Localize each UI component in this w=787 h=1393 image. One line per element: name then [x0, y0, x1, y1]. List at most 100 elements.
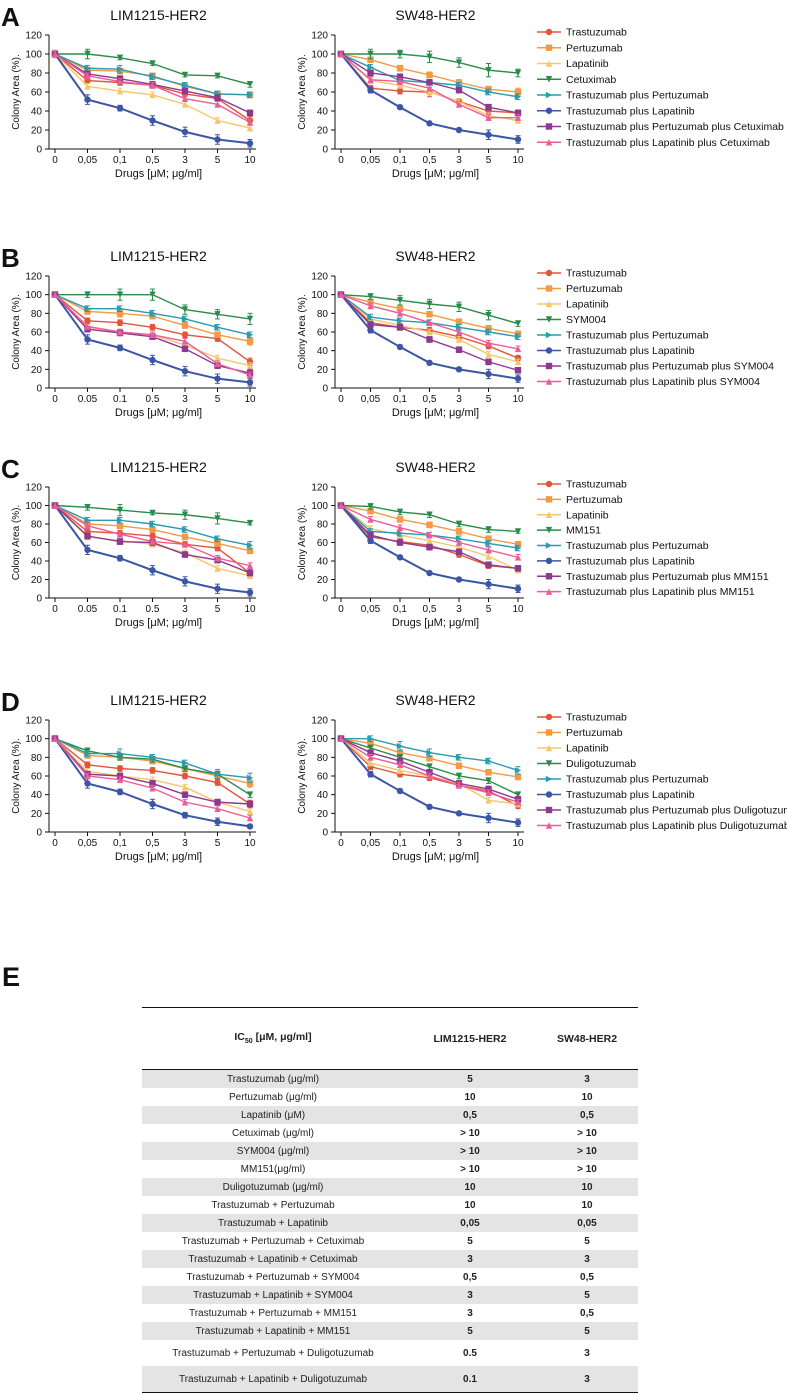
panel-a-lim1215-data-point: [84, 83, 91, 90]
table-cell-lim1215: 0,5: [463, 1271, 477, 1283]
panel-d-lim1215-data-point: [149, 784, 156, 792]
panel-d-sw48-data-point: [455, 772, 463, 780]
panel-a-lim1215-data-point: [116, 104, 124, 112]
panel-a-lim1215-data-point: [84, 96, 91, 103]
panel-c-sw48-data-point: [485, 553, 492, 560]
panel-d-lim1215-xtick-label: 0,05: [78, 838, 98, 849]
panel-a-sw48-data-point: [485, 66, 492, 74]
table-row: Trastuzumab + Lapatinib 0,05 0,05: [142, 1214, 638, 1232]
panel-b-lim1215-data-point: [214, 324, 221, 331]
panel-b-lim1215-data-point: [181, 338, 189, 345]
panel-c-lim1215-ytick-label: 0: [36, 594, 42, 605]
table-cell-sw48: 0,5: [580, 1109, 594, 1121]
panel-b-lim1215-data-point: [214, 375, 221, 382]
panel-a-lim1215-data-point: [116, 66, 124, 73]
panel-d-sw48-xtick-label: 0,5: [423, 838, 437, 849]
table-cell-lim1215: 3: [467, 1253, 473, 1265]
panel-a-sw48-data-point: [396, 78, 404, 85]
panel-c-sw48-data-point: [485, 561, 492, 568]
legend-c-marker: [545, 557, 553, 565]
legend-a-marker: [545, 123, 553, 130]
table-cell-treatment: Duligotuzumab (μg/ml): [222, 1181, 324, 1193]
panel-d-sw48-xlabel: Drugs [μM; μg/ml]: [392, 851, 479, 863]
panel-c-sw48-ylabel: Colony Area (%).: [297, 505, 308, 581]
panel-c-sw48-ytick-label: 120: [311, 483, 328, 494]
legend-c-label: Pertuzumab: [566, 494, 623, 506]
panel-a-sw48-ytick-label: 100: [311, 50, 328, 61]
panel-d-sw48-data-point: [426, 763, 433, 770]
panel-a-sw48-data-point: [514, 69, 522, 77]
panel-a-sw48-ylabel: Colony Area (%).: [297, 54, 308, 130]
panel-d-lim1215-title: LIM1215-HER2: [110, 692, 207, 708]
panel-a-lim1215-data-point: [181, 128, 189, 136]
panel-d-sw48-data-point: [337, 735, 345, 742]
panel-d-lim1215-xtick-label: 0: [52, 838, 58, 849]
panel-d-lim1215-data-point: [149, 767, 156, 774]
panel-d-sw48-data-point: [367, 759, 374, 767]
panel-d-sw48-data-point: [367, 749, 374, 756]
panel-c-sw48-xtick-label: 3: [456, 604, 462, 615]
panel-b-lim1215-data-point: [84, 323, 91, 330]
panel-d-sw48-data-point: [426, 803, 433, 810]
panel-b-lim1215-data-point: [214, 331, 221, 338]
panel-c-sw48-data-point: [455, 528, 463, 535]
panel-b-lim1215-xtick-label: 0: [52, 394, 58, 405]
panel-a-lim1215-ytick-label: 20: [31, 126, 43, 137]
legend-a-marker: [545, 76, 553, 83]
panel-a-sw48-data-point: [426, 79, 433, 86]
panel-b-sw48-data-point: [426, 319, 433, 326]
panel-c-sw48-data-point: [367, 537, 374, 544]
panel-b-sw48-xtick-label: 0: [338, 394, 344, 405]
panel-d-lim1215-data-point: [51, 735, 59, 742]
panel-c-sw48-xtick-label: 0: [338, 604, 344, 615]
table-header-lim1215: LIM1215-HER2: [433, 1032, 507, 1045]
panel-d-sw48-xtick-label: 0,05: [361, 838, 381, 849]
legend-b-label: Trastuzumab plus Lapatinib plus SYM004: [566, 376, 760, 388]
panel-a-lim1215-data-point: [214, 94, 221, 101]
panel-b-sw48-data-point: [514, 320, 522, 327]
panel-b-lim1215-data-point: [116, 319, 124, 326]
panel-c-lim1215-data-point: [149, 538, 156, 545]
panel-d-sw48-xtick-label: 10: [512, 838, 524, 849]
panel-a-sw48-xtick-label: 5: [486, 155, 492, 166]
panel-b-lim1215-ytick-label: 40: [31, 346, 43, 357]
panel-b-lim1215-ylabel: Colony Area (%).: [11, 294, 22, 370]
panel-c-sw48-data-point: [514, 541, 522, 548]
table-cell-lim1215: 5: [467, 1325, 473, 1337]
legend-b-label: Lapatinib: [566, 299, 609, 311]
legend-c-marker: [545, 588, 553, 595]
panel-b-lim1215-data-point: [116, 328, 124, 336]
panel-c-lim1215-data-point: [149, 520, 156, 528]
table-cell-sw48: 5: [584, 1235, 590, 1247]
panel-c-sw48-data-point: [396, 516, 404, 523]
panel-d-lim1215-data-point: [246, 808, 254, 815]
panel-c-lim1215-ytick-label: 40: [31, 557, 43, 568]
panel-c-lim1215-data-point: [149, 567, 156, 574]
table-cell-sw48: 10: [581, 1181, 593, 1193]
panel-d-sw48-xtick-label: 3: [456, 838, 462, 849]
panel-b-lim1215-data-point: [149, 291, 156, 298]
panel-d-sw48-data-point: [426, 769, 433, 776]
panel-d-sw48-ytick-label: 120: [311, 716, 328, 727]
panel-b-sw48-data-point: [426, 311, 433, 318]
panel-a-sw48-xlabel: Drugs [μM; μg/ml]: [392, 168, 479, 180]
table-cell-lim1215: 10: [464, 1181, 476, 1193]
panel-a-sw48-data-point: [426, 85, 433, 92]
panel-d-sw48-ytick-label: 40: [317, 790, 329, 801]
panel-b-sw48-ytick-label: 0: [322, 384, 328, 395]
legend-c-label: Trastuzumab: [566, 479, 627, 491]
panel-c-sw48-data-point: [396, 539, 404, 546]
panel-c-sw48-data-point: [426, 537, 433, 544]
panel-c-sw48-data-point: [455, 520, 463, 528]
legend-a-label: Lapatinib: [566, 58, 609, 70]
panel-a-sw48-data-point: [426, 71, 433, 79]
panel-c-sw48-data-point: [367, 503, 374, 510]
panel-d-sw48-data-point: [426, 772, 433, 780]
panel-c-sw48-data-point: [426, 569, 433, 577]
panel-b-lim1215-data-point: [149, 356, 156, 364]
panel-c-lim1215-data-point: [181, 511, 189, 518]
panel-c-sw48-xtick-label: 10: [512, 604, 524, 615]
legend-a-marker: [545, 60, 553, 67]
panel-b-sw48-data-point: [367, 293, 374, 300]
panel-c-lim1215-data-point: [84, 532, 91, 540]
